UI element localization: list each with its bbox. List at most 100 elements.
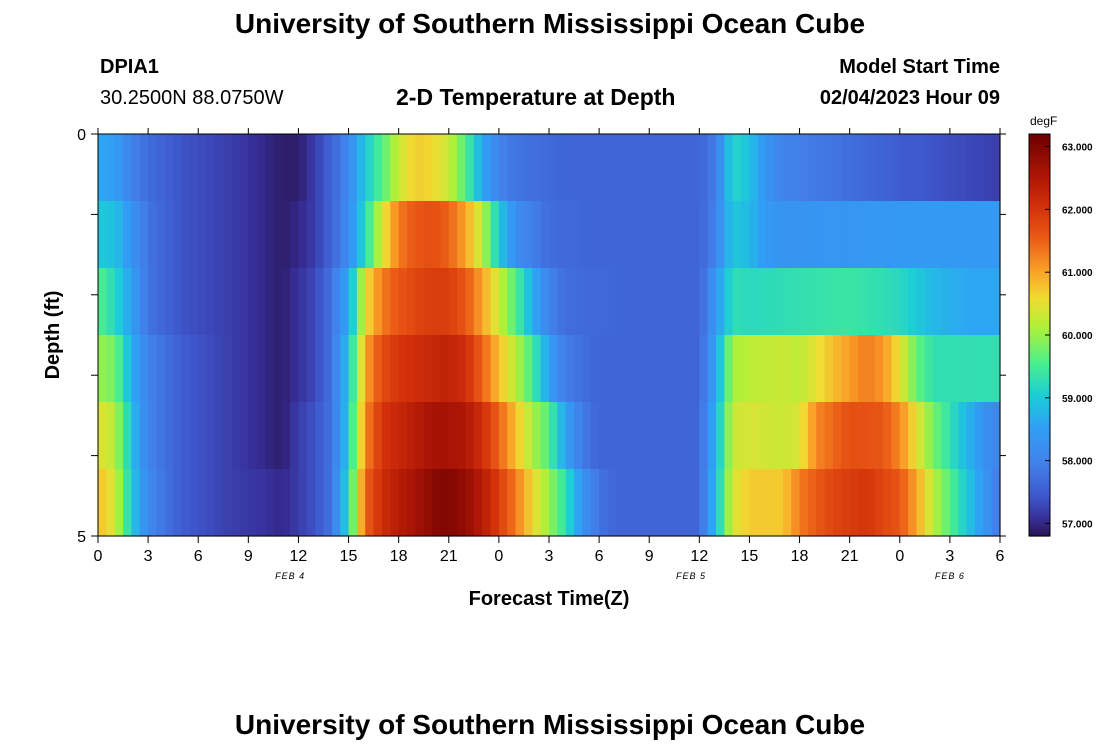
heatmap-cell: [248, 335, 258, 403]
heatmap-cell: [866, 201, 876, 269]
colorbar-segment: [1029, 189, 1050, 193]
heatmap-cell: [724, 335, 734, 403]
heatmap-cell: [832, 268, 842, 336]
heatmap-cell: [549, 268, 558, 336]
heatmap-cell: [816, 469, 826, 537]
heatmap-cell: [181, 402, 191, 470]
heatmap-cell: [908, 402, 918, 470]
heatmap-cell: [983, 469, 993, 537]
colorbar-segment: [1029, 239, 1050, 243]
heatmap-cell: [557, 402, 567, 470]
colorbar-segment: [1029, 362, 1050, 366]
heatmap-cell: [448, 335, 458, 403]
heatmap-cell: [624, 469, 634, 537]
heatmap-cell: [156, 335, 166, 403]
heatmap-cell: [515, 469, 525, 537]
heatmap-cell: [281, 402, 291, 470]
heatmap-cell: [949, 335, 959, 403]
heatmap-cell: [883, 134, 893, 202]
heatmap-cell: [849, 402, 859, 470]
colorbar-segment: [1029, 415, 1050, 419]
heatmap-cell: [507, 402, 517, 470]
heatmap-cell: [189, 402, 199, 470]
heatmap-cell: [465, 201, 475, 269]
heatmap-cell: [574, 201, 584, 269]
heatmap-cell: [98, 469, 107, 537]
heatmap-cell: [248, 469, 258, 537]
heatmap-cell: [791, 402, 801, 470]
heatmap-cell: [883, 201, 893, 269]
heatmap-cell: [624, 268, 634, 336]
x-tick-label: 12: [290, 548, 308, 565]
heatmap-cell: [824, 134, 834, 202]
colorbar-segment: [1029, 530, 1050, 535]
colorbar-segment: [1029, 179, 1050, 183]
colorbar-segment: [1029, 322, 1050, 326]
heatmap-cell: [440, 201, 450, 269]
heatmap-cell: [248, 201, 258, 269]
heatmap-cell: [908, 268, 918, 336]
heatmap-cell: [933, 134, 943, 202]
heatmap-cell: [916, 134, 926, 202]
heatmap-cell: [123, 201, 133, 269]
colorbar-segment: [1029, 146, 1050, 150]
heatmap-cell: [649, 134, 659, 202]
colorbar-segment: [1029, 312, 1050, 316]
heatmap-cell: [958, 268, 968, 336]
heatmap-cell: [490, 134, 500, 202]
colorbar-segment: [1029, 465, 1050, 469]
heatmap-cell: [649, 402, 659, 470]
heatmap-cell: [816, 335, 826, 403]
heatmap-cell: [131, 134, 141, 202]
heatmap-cell: [916, 201, 926, 269]
heatmap-cell: [407, 268, 416, 336]
heatmap-cell: [607, 469, 617, 537]
heatmap-cell: [164, 268, 174, 336]
heatmap-cell: [632, 335, 642, 403]
x-axis-tick-labels: 0 3 6 9 12 15 18 21 0 3 6 9 12 15 18 21 0 3 6: [94, 548, 1005, 565]
heatmap-cell: [557, 268, 567, 336]
colorbar-segment: [1029, 468, 1050, 472]
colorbar-segment: [1029, 259, 1050, 263]
y-axis-label: Depth (ft): [42, 291, 64, 380]
heatmap-cell: [540, 268, 550, 336]
colorbar-segment: [1029, 350, 1050, 354]
heatmap-cell: [123, 268, 133, 336]
heatmap-cell: [966, 335, 976, 403]
heatmap-cell: [799, 335, 809, 403]
heatmap-cell: [265, 469, 274, 537]
heatmap-cell: [549, 134, 558, 202]
heatmap-cell: [866, 268, 876, 336]
colorbar-segment: [1029, 332, 1050, 336]
heatmap-cell: [874, 134, 884, 202]
heatmap-cell: [523, 201, 533, 269]
heatmap-cell: [373, 134, 383, 202]
colorbar-segment: [1029, 485, 1050, 489]
heatmap-cell: [356, 335, 366, 403]
heatmap-cell: [523, 402, 533, 470]
heatmap-cell: [574, 134, 584, 202]
heatmap-cell: [716, 402, 725, 470]
colorbar-tick-label: 62.000: [1062, 205, 1093, 216]
heatmap-cell: [574, 402, 584, 470]
heatmap-cell: [908, 335, 918, 403]
heatmap-cell: [774, 201, 784, 269]
heatmap-cell: [490, 335, 500, 403]
colorbar-segment: [1029, 224, 1050, 228]
heatmap-cell: [974, 402, 984, 470]
heatmap-cell: [515, 402, 525, 470]
heatmap-cell: [365, 469, 375, 537]
colorbar-segment: [1029, 191, 1050, 195]
heatmap-cell: [682, 134, 692, 202]
colorbar-segment: [1029, 221, 1050, 226]
heatmap-cell: [565, 402, 575, 470]
heatmap-cell: [716, 201, 725, 269]
heatmap-cell: [407, 201, 416, 269]
colorbar-segment: [1029, 518, 1050, 522]
heatmap-cell: [139, 201, 149, 269]
heatmap-cell: [423, 335, 433, 403]
heatmap-cell: [273, 402, 283, 470]
heatmap-cell: [657, 335, 667, 403]
heatmap-cell: [273, 335, 283, 403]
heatmap-cell: [657, 469, 667, 537]
